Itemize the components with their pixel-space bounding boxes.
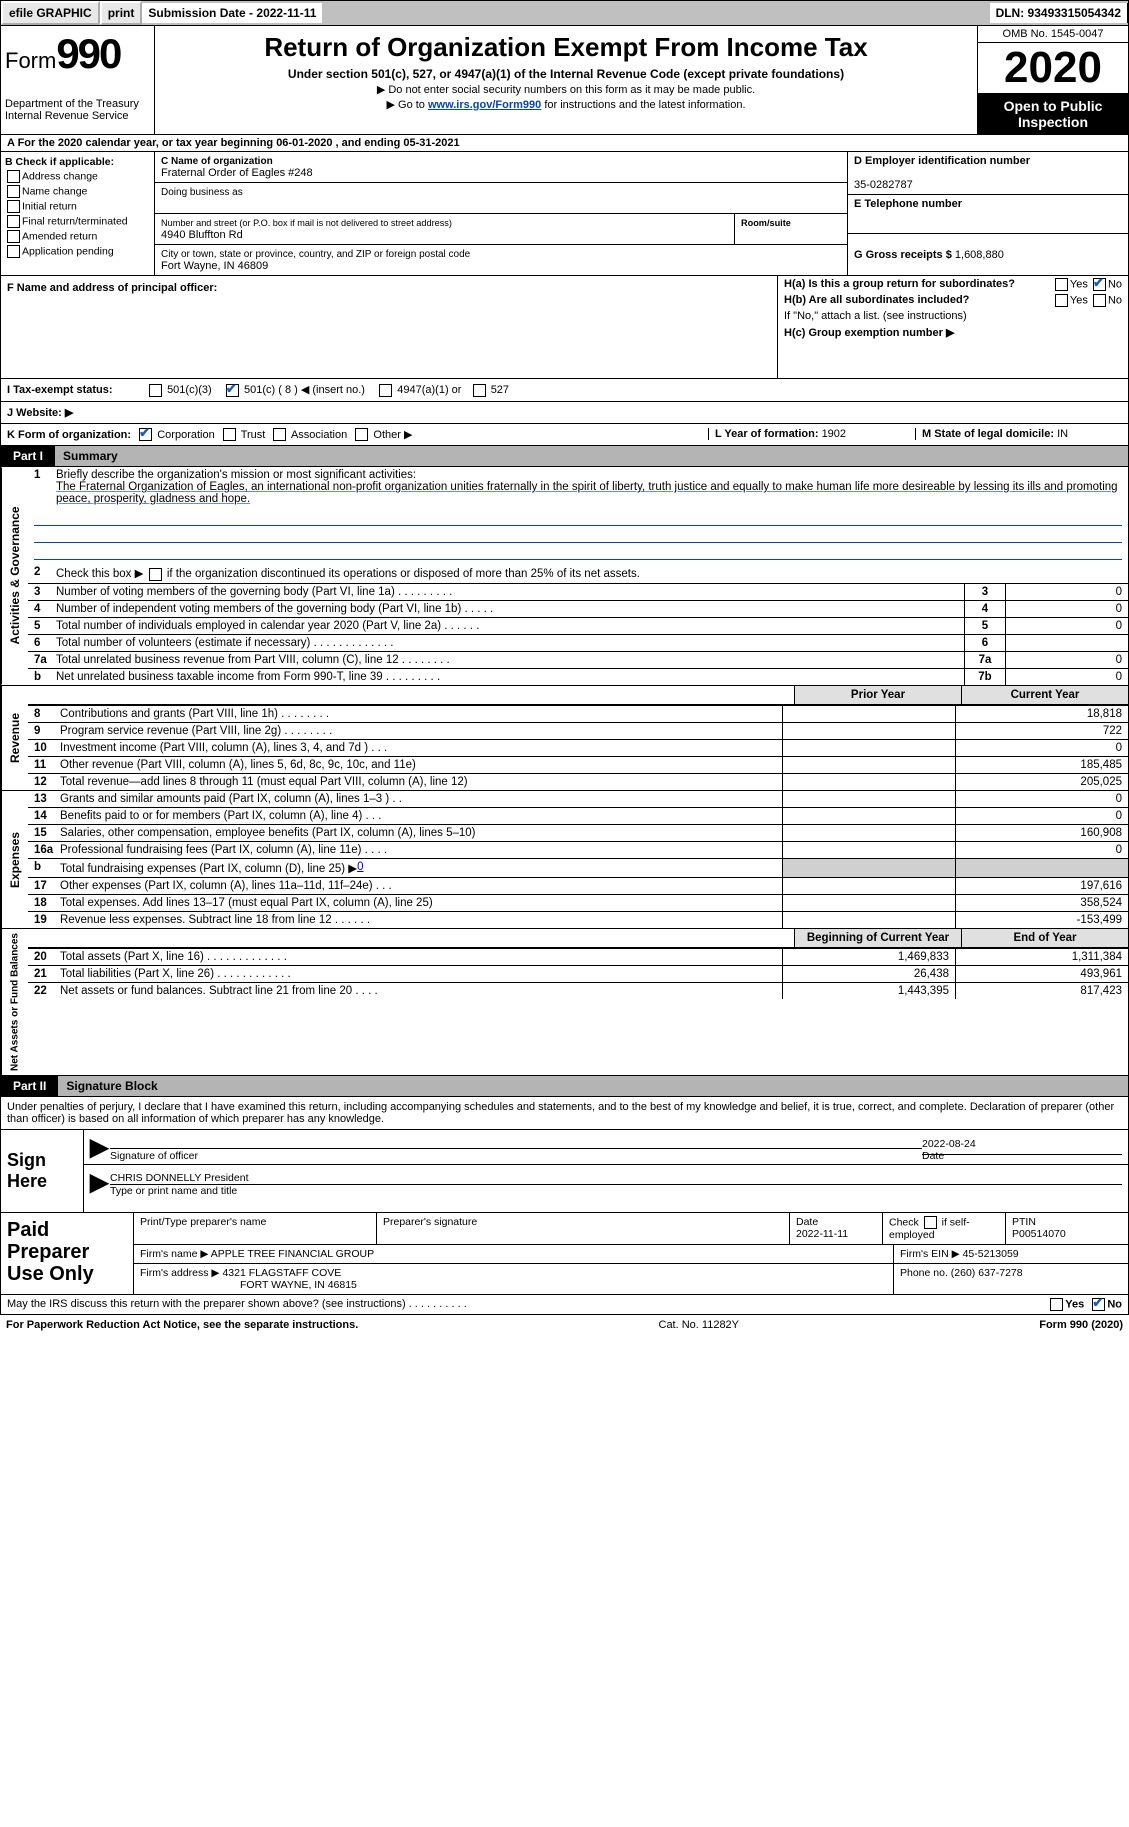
part-i-header: Part I Summary (0, 446, 1129, 467)
signature-intro: Under penalties of perjury, I declare th… (0, 1097, 1129, 1130)
submission-date: Submission Date - 2022-11-11 (142, 3, 322, 23)
revenue-section: Revenue Prior YearCurrent Year 8Contribu… (0, 686, 1129, 791)
check-final-return[interactable]: Final return/terminated (5, 215, 150, 228)
firm-name: APPLE TREE FINANCIAL GROUP (211, 1248, 374, 1260)
activities-governance-section: Activities & Governance 1 Briefly descri… (0, 467, 1129, 685)
paid-preparer-label: Paid Preparer Use Only (1, 1213, 134, 1294)
entity-info-block: B Check if applicable: Address change Na… (0, 152, 1129, 276)
net-assets-section: Net Assets or Fund Balances Beginning of… (0, 929, 1129, 1076)
sign-here-label: Sign Here (1, 1130, 84, 1212)
box-d: D Employer identification number 35-0282… (848, 152, 1128, 195)
arrow-icon: ▶ (90, 1168, 110, 1197)
irs-link[interactable]: www.irs.gov/Form990 (428, 99, 541, 111)
box-k-l-m: K Form of organization: Corporation Trus… (0, 424, 1129, 447)
page-footer: For Paperwork Reduction Act Notice, see … (0, 1315, 1129, 1335)
print-button[interactable]: print (100, 1, 143, 25)
vert-label-expenses: Expenses (1, 791, 28, 928)
officer-name: CHRIS DONNELLY President (110, 1172, 249, 1184)
discuss-row: May the IRS discuss this return with the… (0, 1295, 1129, 1315)
year-block: OMB No. 1545-0047 2020 Open to PublicIns… (977, 26, 1128, 134)
box-f: F Name and address of principal officer: (1, 276, 778, 378)
box-g: G Gross receipts $ 1,608,880 (848, 234, 1128, 272)
vert-label-net: Net Assets or Fund Balances (1, 929, 28, 1075)
form-title-block: Return of Organization Exempt From Incom… (155, 26, 977, 134)
paid-preparer-block: Paid Preparer Use Only Print/Type prepar… (0, 1213, 1129, 1295)
top-bar: efile GRAPHIC print Submission Date - 20… (0, 0, 1129, 26)
fundraising-link[interactable]: 0 (357, 861, 363, 875)
box-i: I Tax-exempt status: 501(c)(3) 501(c) ( … (0, 379, 1129, 402)
check-name-change[interactable]: Name change (5, 185, 150, 198)
sign-here-block: Sign Here ▶ Signature of officer 2022-08… (0, 1130, 1129, 1213)
arrow-icon: ▶ (90, 1133, 110, 1162)
form-title: Return of Organization Exempt From Incom… (163, 32, 969, 63)
box-j: J Website: ▶ (0, 402, 1129, 424)
expenses-section: Expenses 13Grants and similar amounts pa… (0, 791, 1129, 929)
mission-text: The Fraternal Organization of Eagles, an… (56, 481, 1118, 505)
part-ii-header: Part II Signature Block (0, 1076, 1129, 1097)
efile-graphic-label: efile GRAPHIC (1, 1, 100, 25)
tax-year-line: A For the 2020 calendar year, or tax yea… (0, 135, 1129, 152)
officer-and-h-block: F Name and address of principal officer:… (0, 276, 1129, 379)
check-initial-return[interactable]: Initial return (5, 200, 150, 213)
vert-label-ag: Activities & Governance (1, 467, 28, 684)
check-application-pending[interactable]: Application pending (5, 245, 150, 258)
org-address: 4940 Bluffton Rd (161, 229, 243, 241)
box-h: H(a) Is this a group return for subordin… (778, 276, 1128, 378)
dln-label: DLN: 93493315054342 (990, 3, 1128, 23)
org-city: Fort Wayne, IN 46809 (161, 260, 268, 272)
box-e: E Telephone number (848, 195, 1128, 234)
box-b: B Check if applicable: Address change Na… (1, 152, 155, 275)
org-name: Fraternal Order of Eagles #248 (161, 167, 313, 179)
box-c: C Name of organization Fraternal Order o… (155, 152, 848, 275)
form-header: Form990 Department of the Treasury Inter… (0, 26, 1129, 135)
check-amended-return[interactable]: Amended return (5, 230, 150, 243)
vert-label-revenue: Revenue (1, 686, 28, 790)
check-address-change[interactable]: Address change (5, 170, 150, 183)
form-id-block: Form990 Department of the Treasury Inter… (1, 26, 155, 134)
